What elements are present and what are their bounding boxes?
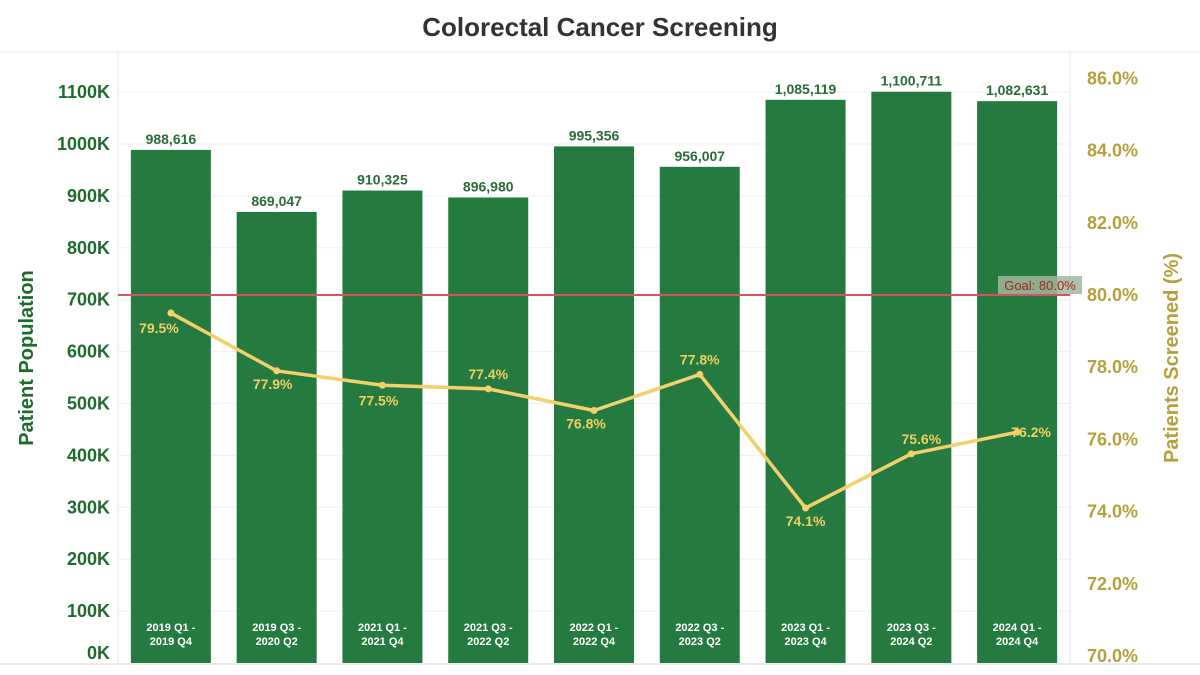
goal-line: Goal: 80.0% (118, 276, 1082, 296)
left-tick-label: 1000K (57, 134, 110, 154)
bar-value-label: 910,325 (357, 172, 408, 188)
line-point (696, 370, 704, 378)
line-value-label: 77.4% (468, 366, 508, 382)
bar (342, 190, 423, 663)
bar-value-label: 896,980 (463, 178, 514, 194)
goal-label-bg (998, 276, 1082, 294)
bar (977, 101, 1058, 664)
category-label: 2023 Q1 - (781, 622, 830, 634)
category-label: 2019 Q1 - (146, 622, 195, 634)
left-tick-label: 400K (67, 445, 110, 465)
y2-axis-title: Patients Screened (%) (1161, 253, 1183, 463)
y-axis-title: Patient Population (16, 270, 38, 446)
category-label: 2022 Q3 - (675, 622, 724, 634)
left-tick-label: 500K (67, 394, 110, 414)
left-tick-label: 200K (67, 549, 110, 569)
category-label: 2024 Q4 (996, 636, 1039, 648)
category-label: 2021 Q4 (361, 636, 404, 648)
right-tick-label: 76.0% (1087, 429, 1138, 449)
bar (871, 91, 952, 664)
bar-value-label: 869,047 (251, 193, 302, 209)
right-tick-label: 70.0% (1087, 646, 1138, 666)
bar (448, 197, 529, 663)
left-tick-label: 800K (67, 238, 110, 258)
line-point (378, 381, 386, 389)
line-value-label: 75.6% (901, 431, 941, 447)
left-tick-label: 0K (87, 643, 110, 663)
category-label: 2019 Q3 - (252, 622, 301, 634)
category-label: 2024 Q2 (890, 636, 932, 648)
left-tick-label: 600K (67, 342, 110, 362)
bar-value-label: 1,100,711 (881, 73, 943, 89)
category-label: 2019 Q4 (150, 636, 193, 648)
left-tick-label: 100K (67, 601, 110, 621)
left-tick-label: 1100K (58, 82, 110, 102)
category-label: 2023 Q3 - (887, 622, 936, 634)
line-value-label: 77.5% (359, 392, 399, 408)
bar-value-label: 956,007 (674, 148, 725, 164)
line-value-label: 76.2% (1011, 424, 1051, 440)
right-tick-label: 78.0% (1087, 357, 1138, 377)
bar-value-label: 1,085,119 (775, 81, 837, 97)
right-tick-label: 74.0% (1087, 502, 1138, 522)
category-label: 2023 Q2 (679, 636, 721, 648)
left-tick-label: 900K (67, 186, 110, 206)
line-point (907, 450, 915, 458)
line-point (167, 309, 175, 317)
line-point (802, 504, 810, 512)
category-label: 2022 Q1 - (570, 622, 619, 634)
category-label: 2022 Q4 (573, 636, 616, 648)
goal-label: Goal: 80.0% (1004, 278, 1076, 293)
screening-line: 79.5% 77.9% 77.5% 77.4% 76.8% 77.8% 74.1% 75.6%… (139, 309, 1052, 529)
line-value-label: 74.1% (786, 513, 826, 529)
category-label: 2022 Q2 (467, 636, 509, 648)
bar (659, 166, 740, 663)
line-point (1013, 428, 1021, 436)
bar-value-label: 995,356 (569, 127, 620, 143)
bar (765, 99, 846, 663)
category-label: 2021 Q3 - (464, 622, 513, 634)
line-value-label: 77.8% (680, 351, 720, 367)
line-point (273, 367, 281, 375)
right-tick-label: 80.0% (1087, 285, 1138, 305)
left-tick-label: 300K (67, 497, 110, 517)
line-point (590, 407, 598, 415)
line-value-label: 79.5% (139, 320, 179, 336)
bar (236, 211, 317, 663)
right-tick-label: 82.0% (1087, 213, 1138, 233)
right-tick-label: 86.0% (1087, 68, 1138, 88)
category-label: 2023 Q4 (784, 636, 827, 648)
line-point (484, 385, 492, 393)
category-label: 2024 Q1 - (993, 622, 1042, 634)
bar-value-label: 1,082,631 (986, 82, 1048, 98)
chart-title: Colorectal Cancer Screening (422, 12, 778, 42)
bar (130, 149, 211, 663)
line-value-label: 77.9% (253, 376, 293, 392)
axes: 0K 100K 200K 300K 400K 500K 600K 700K 800K 900K 10… (16, 68, 1183, 666)
right-tick-label: 72.0% (1087, 574, 1138, 594)
line-value-label: 76.8% (566, 416, 606, 432)
left-tick-label: 700K (67, 290, 110, 310)
category-label: 2021 Q1 - (358, 622, 407, 634)
right-tick-label: 84.0% (1087, 141, 1138, 161)
bar-value-label: 988,616 (146, 131, 197, 147)
category-label: 2020 Q2 (256, 636, 298, 648)
